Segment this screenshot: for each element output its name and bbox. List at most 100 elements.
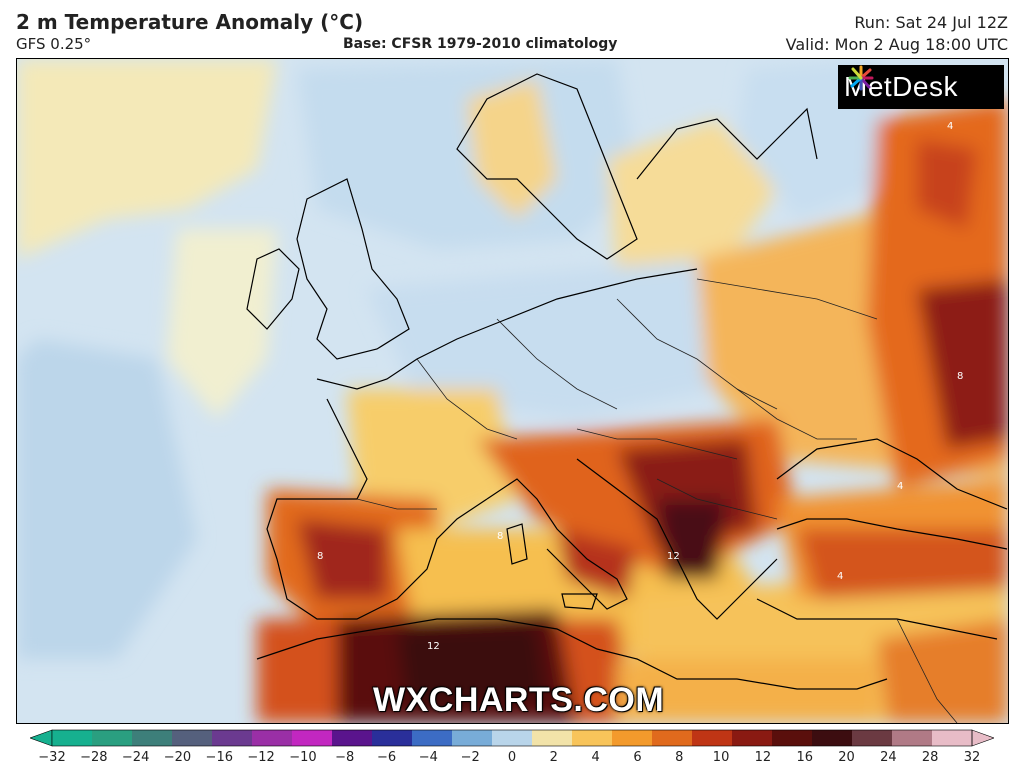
contour-label: 8 [957, 371, 963, 382]
colorbar-left-arrow [29, 729, 53, 747]
colorbar-swatch [932, 730, 973, 746]
colorbar-tick-label: 12 [754, 750, 772, 765]
colorbar-swatch [172, 730, 213, 746]
neutral-north-atlantic [17, 59, 277, 259]
contour-label: 8 [497, 531, 503, 542]
colorbar-swatch [692, 730, 733, 746]
colorbar-tick-label: −28 [80, 750, 108, 765]
colorbar-swatch [92, 730, 133, 746]
contour-label: 4 [897, 481, 903, 492]
colorbar-tick-label: −24 [121, 750, 150, 765]
very-hot-russia [917, 279, 1008, 449]
hot-turkey [797, 529, 1007, 599]
colorbar-swatch [372, 730, 413, 746]
colorbar-swatch [212, 730, 253, 746]
border-balkans [656, 478, 778, 520]
border-poland-belarus [616, 298, 778, 410]
colorbar-tick-label: 2 [549, 750, 558, 765]
colorbar-tick-label: −12 [247, 750, 275, 765]
colorbar-swatch [132, 730, 173, 746]
colorbar-tick-label: −16 [205, 750, 233, 765]
colorbar-tick-label: 6 [633, 750, 642, 765]
colorbar-swatch [892, 730, 933, 746]
colorbar-tick-label: −32 [38, 750, 66, 765]
colorbar-swatch [572, 730, 613, 746]
border-germany-poland [496, 318, 618, 410]
model-label: GFS 0.25° [16, 35, 92, 53]
chart-title: 2 m Temperature Anomaly (°C) [16, 10, 364, 34]
extreme-greece [657, 499, 727, 579]
corsica-sardinia-coast [506, 523, 528, 565]
temperature-anomaly-map: 4 8 12 12 8 4 8 4 MetDesk WXCHARTS.COM [16, 58, 1009, 724]
iberia-france-coast [266, 398, 488, 620]
scandinavia-coast [456, 73, 638, 260]
hot-italy [557, 529, 637, 599]
colorbar-tick-label: 10 [712, 750, 730, 765]
colorbar-tick-label: 28 [921, 750, 939, 765]
colorbar-swatch [532, 730, 573, 746]
contour-label: 4 [837, 571, 843, 582]
great-britain-coast [296, 178, 410, 360]
colorbar: −32 −28 −24 −20 −16 −12 −10 −8 −6 −4 −2 0 2 4 6 8 10 12 16… [29, 728, 995, 784]
colorbar-tick-label: −10 [289, 750, 317, 765]
colorbar-swatch [612, 730, 653, 746]
hot-northwest-russia [917, 139, 977, 229]
colorbar-tick-label: −2 [460, 750, 480, 765]
colorbar-swatch [412, 730, 453, 746]
colorbar-swatch [732, 730, 773, 746]
metdesk-burst-icon [848, 65, 874, 91]
chart-header: 2 m Temperature Anomaly (°C) GFS 0.25° B… [0, 0, 1024, 58]
contour-label: 8 [317, 551, 323, 562]
colorbar-outline [51, 729, 973, 747]
colorbar-scale [29, 729, 995, 747]
neutral-mid-atlantic [167, 229, 277, 419]
colorbar-tick-label: 16 [796, 750, 813, 765]
colorbar-swatch [452, 730, 493, 746]
black-sea-north-coast [776, 438, 1008, 510]
colorbar-tick-label: −20 [163, 750, 192, 765]
colorbar-tick-label: 24 [880, 750, 897, 765]
border-france-spain [356, 498, 437, 510]
valid-time-label: Valid: Mon 2 Aug 18:00 UTC [785, 35, 1008, 54]
warm-france [347, 389, 517, 529]
border-middle-east [896, 618, 958, 723]
climatology-base-label: Base: CFSR 1979-2010 climatology [343, 36, 618, 52]
mild-sweden [607, 119, 777, 279]
border-central-europe [576, 428, 738, 460]
map-canvas: 4 8 12 12 8 4 8 4 [17, 59, 1008, 723]
colorbar-tick-label: 0 [507, 750, 517, 765]
contour-label: 12 [667, 551, 680, 562]
black-sea-south-coast [776, 518, 1008, 550]
colorbar-swatch [652, 730, 693, 746]
colorbar-swatch [812, 730, 853, 746]
metdesk-logo: MetDesk [838, 65, 1004, 109]
mild-norway [467, 79, 557, 219]
very-hot-iberia [297, 519, 387, 599]
north-africa-coast [256, 618, 888, 690]
contour-label: 12 [427, 641, 440, 652]
sicily-coast [561, 593, 598, 610]
colorbar-tick-label: 20 [838, 750, 855, 765]
colorbar-tick-label: −6 [376, 750, 397, 765]
colorbar-tick-label: −4 [418, 750, 438, 765]
colorbar-swatch [292, 730, 333, 746]
ireland-coast [246, 248, 300, 330]
border-france-germany [416, 358, 518, 440]
border-ukraine [736, 388, 857, 440]
italy-coast [486, 478, 628, 610]
border-baltic-russia [696, 278, 878, 320]
baltic-coast [636, 107, 818, 180]
adriatic-balkan-coast [576, 458, 778, 620]
warm-libya [617, 659, 877, 723]
cool-north-sea [297, 59, 637, 249]
north-european-coast [316, 268, 698, 390]
contour-label: 4 [947, 121, 953, 132]
colorbar-swatch [772, 730, 813, 746]
colorbar-tick-labels: −32 −28 −24 −20 −16 −12 −10 −8 −6 −4 −2 0 2 4 6 8 10 12 16… [30, 748, 994, 772]
cool-atlantic-south [17, 339, 197, 659]
colorbar-swatch [252, 730, 293, 746]
extreme-sahara [397, 624, 547, 709]
colorbar-swatch [52, 730, 93, 746]
colorbar-tick-label: 32 [963, 750, 981, 765]
coastlines [246, 73, 1008, 690]
